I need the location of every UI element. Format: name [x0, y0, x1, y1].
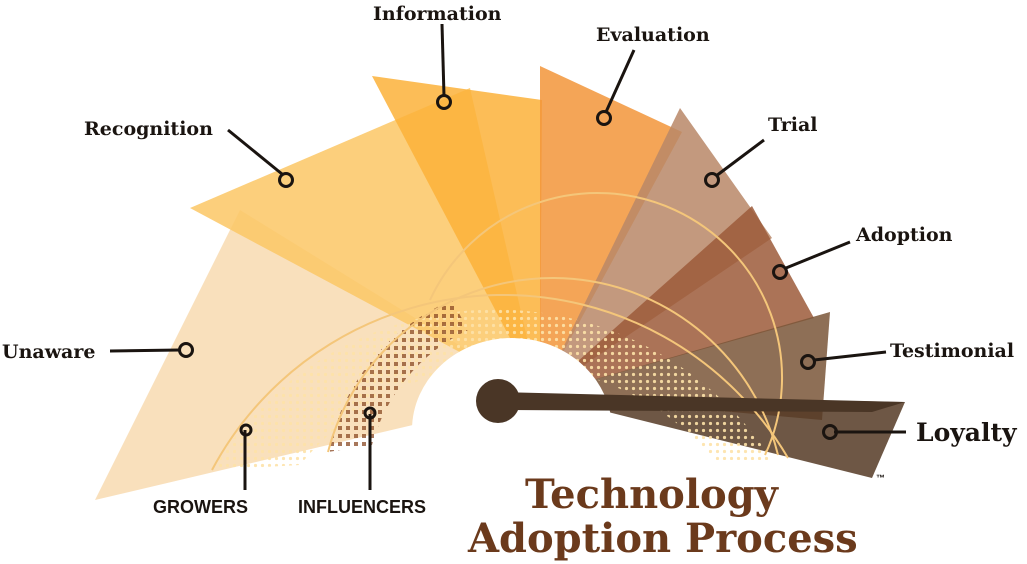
leader-unaware	[109, 348, 181, 353]
marker-recognition	[278, 172, 294, 188]
fan-unaware	[95, 210, 540, 500]
arc-line-inner	[429, 191, 784, 456]
leader-testimonial	[813, 350, 887, 362]
label-trial: Trial	[768, 114, 818, 136]
arc-line-mid	[327, 277, 779, 456]
gauge-needle	[476, 379, 905, 423]
trademark-mark: ™	[876, 473, 885, 483]
leader-evaluation	[604, 49, 636, 113]
marker-unaware	[178, 342, 194, 358]
growers-band	[212, 309, 772, 470]
leader-recognition	[227, 128, 283, 176]
marker-evaluation	[596, 110, 612, 126]
arc-line-outer	[211, 293, 789, 471]
leader-lines	[109, 23, 906, 490]
label-adoption: Adoption	[855, 224, 953, 246]
leader-adoption	[785, 240, 851, 270]
marker-adoption	[772, 264, 788, 280]
leader-trial	[715, 138, 765, 178]
label-loyalty: Loyalty	[916, 418, 1018, 447]
label-testimonial: Testimonial	[890, 340, 1014, 362]
marker-information	[436, 94, 452, 110]
title-line-2: Adoption Process	[467, 515, 858, 562]
label-information: Information	[373, 3, 502, 25]
label-evaluation: Evaluation	[596, 24, 710, 46]
stage-markers	[178, 94, 838, 440]
needle-hub	[476, 379, 520, 423]
marker-growers	[239, 423, 253, 437]
leader-information	[440, 23, 446, 97]
label-growers: GROWERS	[153, 497, 248, 517]
label-unaware: Unaware	[2, 341, 95, 363]
marker-influencers	[363, 406, 377, 420]
marker-trial	[704, 172, 720, 188]
fan-testimonial	[540, 312, 830, 420]
arc-lines	[211, 191, 789, 471]
needle-body	[500, 392, 905, 412]
fan-evaluation	[540, 66, 682, 395]
label-influencers: INFLUENCERS	[298, 497, 426, 517]
marker-testimonial	[800, 354, 816, 370]
influencers-band	[328, 300, 468, 452]
fan-trial	[540, 108, 772, 395]
label-recognition: Recognition	[84, 118, 213, 140]
title-line-1: Technology	[525, 471, 780, 518]
marker-loyalty	[822, 424, 838, 440]
